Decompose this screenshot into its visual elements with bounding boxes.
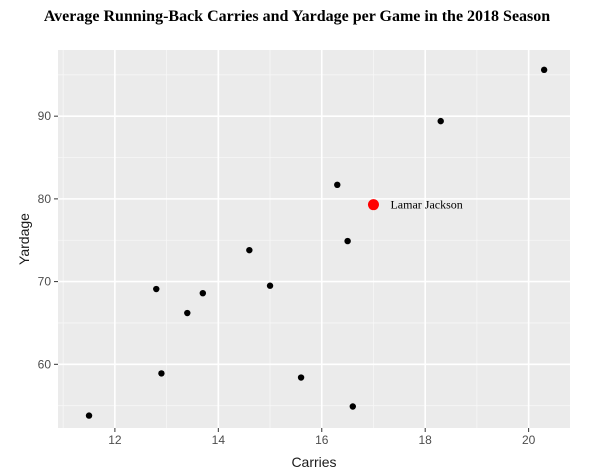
x-axis-title: Carries (291, 454, 336, 470)
y-tick-label: 90 (38, 109, 52, 123)
data-point (246, 246, 253, 254)
data-point (266, 282, 274, 289)
data-point (158, 370, 165, 377)
data-point (297, 374, 305, 381)
x-tick-label: 14 (212, 433, 226, 447)
data-point (349, 403, 356, 410)
plot-background (58, 50, 570, 428)
x-axis-ticks: 12 14 16 18 20 (108, 428, 536, 447)
y-tick-label: 80 (38, 192, 52, 206)
data-point (344, 237, 351, 245)
data-point (199, 289, 207, 297)
y-tick-label: 70 (38, 275, 52, 289)
highlight-label: Lamar Jackson (390, 198, 462, 212)
chart-title: Average Running-Back Carries and Yardage… (43, 8, 551, 25)
x-tick-label: 16 (315, 433, 329, 447)
data-point (153, 285, 160, 293)
y-axis-title: Yardage (16, 213, 32, 265)
data-point (85, 412, 93, 419)
data-point (334, 181, 341, 189)
data-point (184, 309, 191, 317)
data-points: Lamar Jackson (85, 66, 548, 419)
y-tick-label: 60 (38, 357, 52, 371)
y-axis-ticks: 60 70 80 90 (38, 109, 58, 371)
major-gridlines (58, 50, 570, 428)
x-tick-label: 18 (419, 433, 433, 447)
x-tick-label: 12 (108, 433, 122, 447)
highlight-point (367, 199, 379, 211)
x-tick-label: 20 (522, 433, 536, 447)
data-point (437, 117, 444, 125)
data-point (540, 66, 548, 74)
